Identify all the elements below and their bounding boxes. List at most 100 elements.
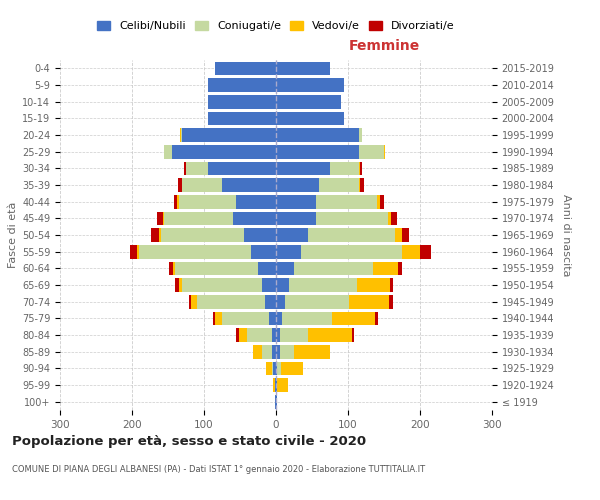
Bar	[186, 162, 208, 175]
Bar	[276, 245, 301, 258]
Bar	[214, 312, 215, 325]
Bar	[280, 345, 294, 358]
Bar	[273, 378, 275, 392]
Bar	[169, 262, 173, 275]
Bar	[276, 362, 277, 375]
Bar	[275, 395, 276, 408]
Bar	[164, 212, 233, 225]
Y-axis label: Fasce di età: Fasce di età	[8, 202, 18, 268]
Bar	[222, 312, 269, 325]
Bar	[294, 262, 373, 275]
Bar	[276, 312, 282, 325]
Bar	[275, 378, 276, 392]
Bar	[359, 128, 362, 142]
Bar	[276, 95, 341, 108]
Bar	[359, 162, 362, 175]
Bar	[395, 228, 402, 242]
Bar	[330, 162, 359, 175]
Bar	[179, 278, 182, 292]
Bar	[277, 362, 281, 375]
Text: Popolazione per età, sesso e stato civile - 2020: Popolazione per età, sesso e stato civil…	[12, 435, 366, 448]
Bar	[359, 178, 360, 192]
Bar	[276, 278, 289, 292]
Bar	[280, 328, 308, 342]
Bar	[236, 195, 276, 208]
Bar	[175, 278, 179, 292]
Bar	[276, 328, 280, 342]
Bar	[316, 195, 377, 208]
Bar	[151, 228, 158, 242]
Bar	[373, 262, 398, 275]
Bar	[388, 212, 391, 225]
Bar	[284, 295, 349, 308]
Bar	[376, 312, 377, 325]
Bar	[197, 295, 265, 308]
Legend: Celibi/Nubili, Coniugati/e, Vedovi/e, Divorziati/e: Celibi/Nubili, Coniugati/e, Vedovi/e, Di…	[93, 16, 459, 36]
Bar	[163, 212, 164, 225]
Bar	[180, 128, 181, 142]
Text: Femmine: Femmine	[349, 39, 419, 53]
Bar	[398, 262, 402, 275]
Bar	[215, 312, 222, 325]
Bar	[233, 212, 276, 225]
Bar	[189, 295, 191, 308]
Bar	[137, 245, 139, 258]
Bar	[139, 245, 251, 258]
Bar	[352, 328, 354, 342]
Bar	[402, 245, 420, 258]
Bar	[384, 145, 385, 158]
Bar	[276, 145, 359, 158]
Bar	[179, 195, 236, 208]
Bar	[276, 112, 344, 125]
Bar	[276, 78, 344, 92]
Bar	[158, 228, 161, 242]
Bar	[215, 62, 276, 75]
Bar	[289, 278, 358, 292]
Bar	[172, 145, 276, 158]
Bar	[178, 195, 179, 208]
Bar	[236, 328, 239, 342]
Bar	[173, 262, 175, 275]
Bar	[266, 362, 272, 375]
Bar	[182, 278, 262, 292]
Bar	[294, 345, 330, 358]
Bar	[251, 245, 276, 258]
Bar	[308, 228, 395, 242]
Bar	[276, 62, 330, 75]
Bar	[258, 262, 276, 275]
Bar	[316, 212, 388, 225]
Bar	[273, 362, 276, 375]
Bar	[276, 295, 284, 308]
Bar	[174, 195, 178, 208]
Bar	[157, 212, 163, 225]
Bar	[184, 162, 186, 175]
Bar	[208, 162, 276, 175]
Bar	[377, 195, 380, 208]
Bar	[276, 262, 294, 275]
Bar	[276, 378, 277, 392]
Bar	[272, 362, 273, 375]
Bar	[130, 245, 137, 258]
Bar	[276, 395, 277, 408]
Bar	[239, 328, 247, 342]
Bar	[175, 262, 258, 275]
Text: COMUNE DI PIANA DEGLI ALBANESI (PA) - Dati ISTAT 1° gennaio 2020 - Elaborazione : COMUNE DI PIANA DEGLI ALBANESI (PA) - Da…	[12, 465, 425, 474]
Bar	[360, 178, 364, 192]
Y-axis label: Anni di nascita: Anni di nascita	[561, 194, 571, 276]
Bar	[182, 178, 222, 192]
Bar	[208, 95, 276, 108]
Bar	[389, 295, 392, 308]
Bar	[391, 212, 397, 225]
Bar	[269, 312, 276, 325]
Bar	[402, 228, 409, 242]
Bar	[276, 228, 308, 242]
Bar	[191, 295, 197, 308]
Bar	[390, 278, 394, 292]
Bar	[247, 328, 272, 342]
Bar	[276, 195, 316, 208]
Bar	[276, 162, 330, 175]
Bar	[208, 112, 276, 125]
Bar	[244, 228, 276, 242]
Bar	[358, 278, 390, 292]
Bar	[359, 145, 384, 158]
